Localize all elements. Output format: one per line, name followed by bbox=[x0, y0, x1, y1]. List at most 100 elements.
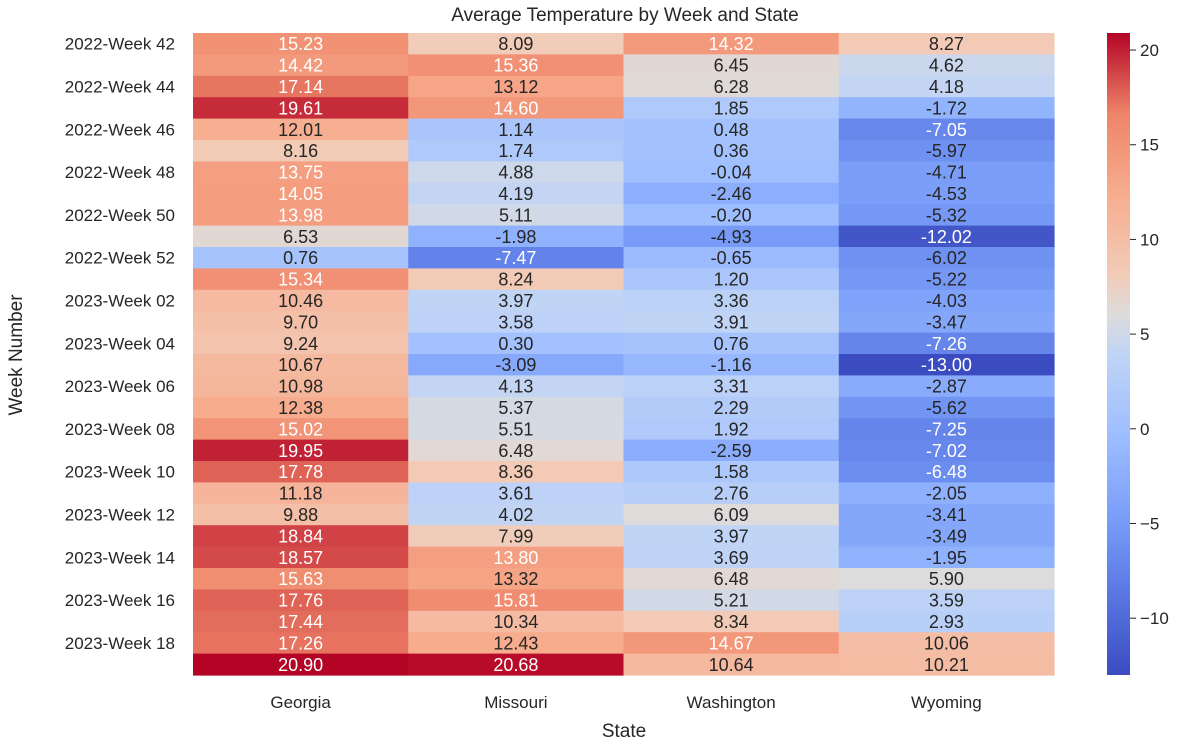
y-tick-label: 2022-Week 50 bbox=[65, 206, 175, 225]
heatmap-cell bbox=[193, 97, 409, 120]
heatmap-cell-label: -2.59 bbox=[711, 441, 752, 461]
heatmap-cell bbox=[623, 54, 840, 77]
heatmap-cell-label: 15.63 bbox=[278, 569, 323, 589]
heatmap-cell bbox=[623, 97, 840, 120]
y-tick-label: 2023-Week 04 bbox=[65, 334, 175, 353]
colorbar-tick-label: −10 bbox=[1140, 609, 1169, 628]
heatmap-cell bbox=[193, 525, 409, 548]
heatmap-cell bbox=[838, 375, 1055, 398]
heatmap-cells bbox=[193, 33, 1055, 676]
heatmap-cell bbox=[193, 461, 409, 483]
heatmap-cell-label: -1.98 bbox=[495, 227, 536, 247]
heatmap-cell bbox=[193, 375, 409, 398]
y-tick-label: 2023-Week 08 bbox=[65, 420, 175, 439]
y-axis-tick-labels: 2022-Week 42 2022-Week 44 2022-Week 46 2022… bbox=[65, 35, 175, 653]
heatmap-cell-label: 4.02 bbox=[498, 505, 533, 525]
y-tick-label: 2022-Week 44 bbox=[65, 78, 175, 97]
heatmap-cell-label: -2.87 bbox=[926, 377, 967, 397]
heatmap-cell bbox=[193, 332, 409, 355]
heatmap-cell-label: 8.36 bbox=[498, 462, 533, 482]
heatmap-cell-label: 15.23 bbox=[278, 34, 323, 54]
heatmap-cell bbox=[623, 525, 840, 548]
heatmap-cell-label: 15.36 bbox=[493, 56, 538, 76]
heatmap-cell-label: 17.14 bbox=[278, 77, 323, 97]
heatmap-cell-label: -13.00 bbox=[921, 355, 972, 375]
heatmap-cell bbox=[408, 354, 625, 376]
heatmap-cell bbox=[193, 568, 409, 590]
heatmap-cell bbox=[193, 247, 409, 269]
heatmap-cell bbox=[623, 546, 840, 569]
heatmap-cell-label: 12.38 bbox=[278, 398, 323, 418]
heatmap-cell-label: 14.60 bbox=[493, 98, 538, 118]
heatmap-cell bbox=[193, 75, 409, 98]
heatmap-cell-label: -3.41 bbox=[926, 505, 967, 525]
y-tick-label: 2023-Week 10 bbox=[65, 463, 175, 482]
heatmap-cell bbox=[408, 396, 625, 419]
heatmap-cell-label: 18.57 bbox=[278, 548, 323, 568]
heatmap-cell bbox=[408, 97, 625, 120]
heatmap-cell bbox=[408, 589, 625, 612]
heatmap-cell bbox=[623, 225, 840, 248]
heatmap-cell-label: 10.34 bbox=[493, 612, 538, 632]
heatmap-cell-label: 18.84 bbox=[278, 526, 323, 546]
heatmap-cell bbox=[838, 33, 1055, 55]
heatmap-cell bbox=[408, 546, 625, 569]
heatmap-cell bbox=[838, 268, 1055, 291]
heatmap-cell-label: -7.05 bbox=[926, 120, 967, 140]
heatmap-cell bbox=[623, 568, 840, 590]
heatmap-cell bbox=[623, 439, 840, 462]
heatmap-cell-label: 14.67 bbox=[709, 633, 754, 653]
heatmap-cell-label: 20.90 bbox=[278, 655, 323, 675]
heatmap-cell-label: 3.31 bbox=[714, 377, 749, 397]
heatmap-cell-label: 1.85 bbox=[714, 98, 749, 118]
heatmap-cell-label: 4.19 bbox=[498, 184, 533, 204]
heatmap-cell bbox=[193, 54, 409, 77]
heatmap-cell-label: -1.16 bbox=[711, 355, 752, 375]
heatmap-cell-label: 13.12 bbox=[493, 77, 538, 97]
heatmap-cell bbox=[193, 439, 409, 462]
heatmap-cell bbox=[193, 589, 409, 612]
heatmap-cell bbox=[623, 140, 840, 162]
heatmap-cell-label: 10.64 bbox=[709, 655, 754, 675]
heatmap-cell-label: -3.09 bbox=[495, 355, 536, 375]
heatmap-cell bbox=[623, 482, 840, 505]
heatmap-cell-label: -12.02 bbox=[921, 227, 972, 247]
heatmap-cell-label: -7.02 bbox=[926, 441, 967, 461]
heatmap-cell-label: 14.05 bbox=[278, 184, 323, 204]
heatmap-cell bbox=[623, 354, 840, 376]
heatmap-cell-label: 14.32 bbox=[709, 34, 754, 54]
heatmap-cell-label: 2.29 bbox=[714, 398, 749, 418]
heatmap-cell-label: 13.98 bbox=[278, 205, 323, 225]
heatmap-cell-label: 17.26 bbox=[278, 633, 323, 653]
heatmap-cell-label: 3.36 bbox=[714, 291, 749, 311]
heatmap-cell-label: 10.98 bbox=[278, 377, 323, 397]
heatmap-cell-label: -7.26 bbox=[926, 334, 967, 354]
heatmap-cell bbox=[193, 311, 409, 334]
heatmap-cell bbox=[838, 118, 1055, 141]
heatmap-cell-label: -7.25 bbox=[926, 419, 967, 439]
heatmap-cell-label: 4.88 bbox=[498, 163, 533, 183]
heatmap-cell bbox=[838, 75, 1055, 98]
heatmap-cell-label: 1.92 bbox=[714, 419, 749, 439]
heatmap-cell-label: 0.76 bbox=[714, 334, 749, 354]
heatmap-cell bbox=[838, 610, 1055, 633]
heatmap-cell bbox=[623, 75, 840, 98]
heatmap-cell bbox=[838, 204, 1055, 227]
heatmap-cell bbox=[193, 632, 409, 655]
heatmap-cell bbox=[838, 354, 1055, 376]
heatmap-cell-label: 3.59 bbox=[929, 591, 964, 611]
y-axis-label: Week Number bbox=[6, 294, 27, 416]
heatmap-cell bbox=[838, 182, 1055, 205]
y-tick-label: 2023-Week 06 bbox=[65, 377, 175, 396]
heatmap-cell bbox=[193, 182, 409, 205]
y-tick-label: 2023-Week 02 bbox=[65, 292, 175, 311]
heatmap-cell bbox=[193, 268, 409, 291]
heatmap-cell bbox=[838, 418, 1055, 441]
heatmap-cell-label: 15.34 bbox=[278, 270, 323, 290]
heatmap-cell-label: -0.04 bbox=[711, 163, 752, 183]
heatmap-cell-label: 15.81 bbox=[493, 591, 538, 611]
x-tick-label: Missouri bbox=[484, 693, 547, 712]
x-axis-label: State bbox=[602, 721, 646, 742]
heatmap-cell-label: 8.16 bbox=[283, 141, 318, 161]
heatmap-cell bbox=[838, 225, 1055, 248]
